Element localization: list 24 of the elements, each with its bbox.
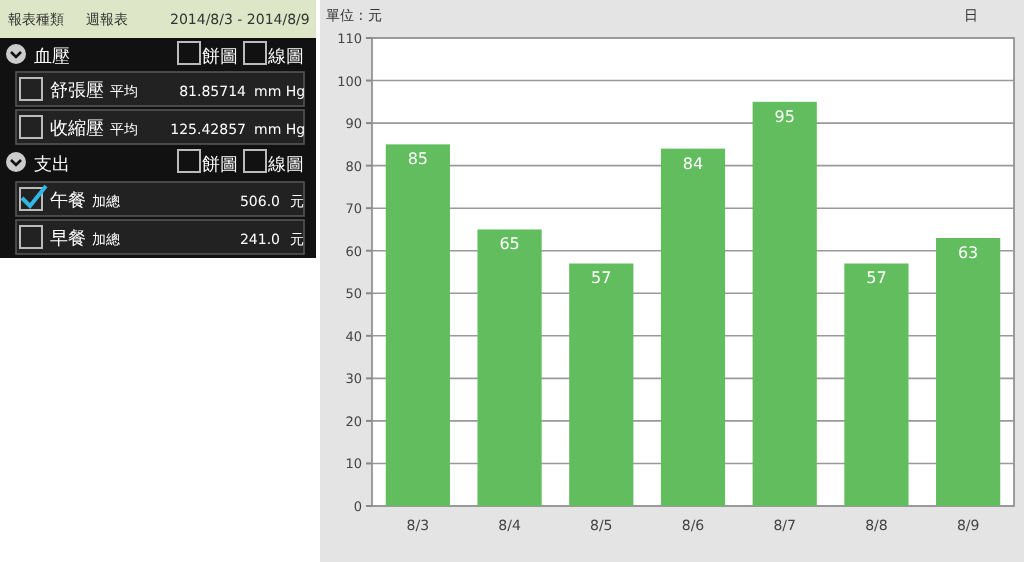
- data-label: 57: [866, 269, 887, 288]
- bar: [569, 263, 634, 506]
- text: 舒張壓: [50, 80, 104, 102]
- bar: [477, 229, 542, 506]
- text: 早餐: [50, 228, 86, 250]
- text: 午餐: [50, 190, 86, 212]
- bar: [844, 263, 909, 506]
- data-label: 65: [499, 235, 520, 254]
- text: 血壓: [34, 46, 70, 68]
- text: 線圖: [266, 154, 304, 176]
- bar: [385, 144, 450, 506]
- bar: [936, 237, 1001, 506]
- bar: [660, 148, 726, 506]
- data-label: 85: [407, 150, 429, 169]
- text: 餅圖: [202, 46, 238, 68]
- text: 餅圖: [202, 154, 238, 176]
- data-label: 63: [957, 243, 979, 262]
- bar: [752, 101, 817, 506]
- data-label: 95: [774, 107, 795, 126]
- data-label: 57: [591, 269, 612, 288]
- text: 支出: [34, 154, 70, 176]
- text: 線圖: [266, 46, 304, 68]
- text: 收縮壓: [50, 118, 104, 140]
- data-label: 84: [682, 154, 704, 173]
